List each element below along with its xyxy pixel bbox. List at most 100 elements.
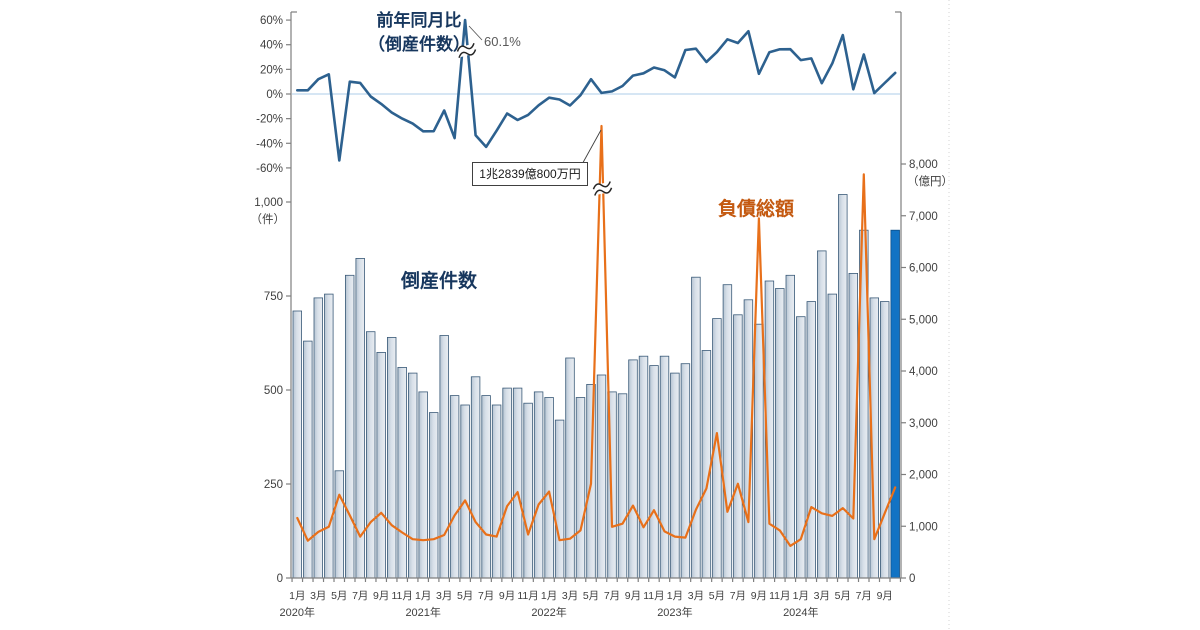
okuyen-tick-label: 2,000 (909, 470, 938, 482)
bar-month (470, 376, 481, 579)
bar-month (502, 387, 512, 579)
year-tick-label: 2021年 (405, 605, 440, 619)
okuyen-tick-label: 1,000 (909, 521, 938, 533)
bar-month (407, 372, 418, 579)
month-tick-label: 5月 (583, 590, 599, 602)
liabilities-line (296, 124, 897, 548)
percent-tick-label: -20% (256, 114, 283, 126)
month-tick-label: 9月 (625, 590, 641, 602)
month-tick-label: 3月 (562, 590, 578, 602)
yoy-peak-annotation: 60.1% (484, 34, 521, 49)
yoy-peak-connector (468, 25, 483, 41)
month-tick-label: 11月 (769, 590, 790, 602)
month-tick-label: 5月 (331, 590, 347, 602)
yoy-series-label: 前年同月比 （倒産件数） (368, 9, 470, 57)
bar-month (649, 365, 659, 579)
bar-month (575, 397, 586, 579)
liabilities-series-label: 負債総額 (717, 199, 795, 220)
bar-month (449, 395, 460, 579)
month-tick-label: 7月 (604, 590, 620, 602)
month-tick-label: 7月 (478, 590, 494, 602)
month-tick-label: 11月 (391, 590, 412, 602)
month-tick-label: 1月 (289, 590, 305, 602)
count-tick-label: 750 (264, 291, 283, 303)
percent-tick-label: 20% (260, 64, 283, 76)
bar-month (334, 470, 345, 579)
month-tick-label: 11月 (517, 590, 538, 602)
bar-month (324, 293, 334, 579)
bar-month (628, 359, 638, 579)
month-tick-label: 5月 (457, 590, 473, 602)
bar-month (292, 310, 303, 579)
okuyen-tick-label: 4,000 (909, 366, 938, 378)
yoy-line (295, 18, 897, 162)
bar-month (512, 387, 523, 579)
okuyen-tick-label: 0 (909, 573, 915, 585)
month-tick-label: 3月 (310, 590, 326, 602)
year-tick-label: 2022年 (531, 605, 566, 619)
bar-month (303, 340, 313, 579)
bar-month (397, 366, 407, 579)
bar-month (659, 355, 670, 579)
bar-month (386, 336, 397, 579)
bar-month (428, 412, 439, 579)
count-tick-label: 250 (264, 479, 283, 491)
yoy-series-label-line1: 前年同月比 (376, 11, 462, 30)
month-tick-label: 3月 (688, 590, 704, 602)
count-tick-label: 1,000 (254, 197, 283, 209)
month-tick-label: 1月 (541, 590, 557, 602)
month-tick-label: 1月 (415, 590, 431, 602)
month-tick-label: 5月 (709, 590, 725, 602)
month-tick-label: 7月 (352, 590, 368, 602)
bankruptcy-count-bars (292, 194, 900, 579)
bar-series-label: 倒産件数 (400, 271, 478, 292)
bar-month (376, 351, 386, 579)
month-tick-label: 3月 (436, 590, 452, 602)
percent-tick-label: -60% (256, 163, 283, 175)
bar-month (617, 393, 628, 579)
okuyen-tick-label: 3,000 (909, 418, 938, 430)
percent-tick-label: 0% (266, 89, 283, 101)
bar-month (491, 404, 502, 579)
count-axis-unit: （件） (251, 212, 286, 226)
month-tick-label: 9月 (499, 590, 515, 602)
month-tick-label: 9月 (751, 590, 767, 602)
bar-month (365, 331, 376, 579)
bar-month (680, 363, 691, 579)
bar-month (344, 274, 355, 579)
okuyen-tick-label: 8,000 (909, 159, 938, 171)
month-tick-label: 7月 (856, 590, 872, 602)
okuyen-tick-label: 5,000 (909, 314, 938, 326)
bar-month (733, 314, 743, 579)
okuyen-axis-unit: （億円） (907, 175, 953, 188)
bar-month (827, 293, 838, 579)
liabilities-peak-connector (579, 129, 602, 169)
count-tick-label: 500 (264, 385, 283, 397)
bar-month (439, 335, 449, 579)
axes (286, 11, 906, 582)
bar-month (701, 350, 712, 579)
bar-month (785, 274, 796, 579)
bar-month (481, 395, 491, 579)
bar-month (638, 355, 649, 579)
year-tick-label: 2020年 (280, 605, 315, 619)
year-tick-label: 2024年 (783, 605, 818, 619)
bar-month (670, 372, 680, 579)
bar-month (313, 297, 324, 579)
bar-month (838, 194, 848, 579)
month-tick-label: 9月 (373, 590, 389, 602)
month-tick-label: 1月 (793, 590, 809, 602)
bar-month (533, 391, 544, 579)
month-tick-label: 3月 (814, 590, 830, 602)
bar-month (754, 323, 764, 579)
bar-month (565, 357, 575, 579)
bar-latest-month (890, 229, 900, 579)
percent-tick-label: -40% (256, 138, 283, 150)
bar-month (418, 391, 428, 579)
bar-month (523, 402, 533, 579)
month-tick-label: 11月 (643, 590, 664, 602)
bar-month (880, 301, 890, 579)
bar-month (554, 419, 565, 579)
